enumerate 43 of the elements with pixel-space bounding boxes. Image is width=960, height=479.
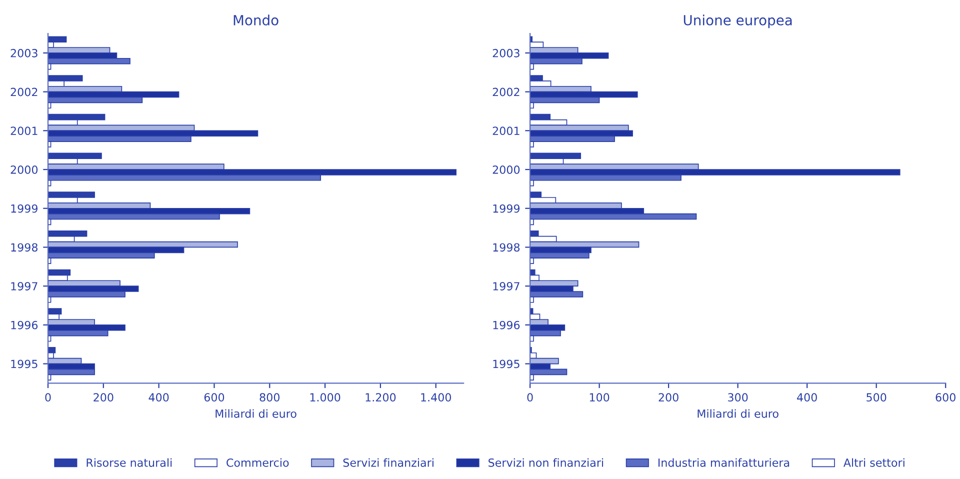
x-tick-label: 600 (936, 393, 956, 402)
y-tick-label: 1995 (493, 360, 520, 368)
legend-label: Commercio (226, 458, 289, 467)
y-tick-label: 2000 (10, 165, 38, 174)
x-tick-label: 200 (94, 393, 114, 402)
x-axis-title: Miliardi di euro (698, 409, 778, 418)
x-axis-title: Miliardi di euro (216, 409, 296, 418)
x-tick-label: 200 (658, 393, 678, 402)
x-tick-label: 400 (797, 393, 817, 402)
y-tick-label: 2002 (492, 88, 520, 96)
legend-label: Risorse naturali (86, 458, 172, 467)
y-tick-label: 2000 (492, 165, 520, 174)
legend-label: Servizi non finanziari (488, 458, 604, 467)
x-tick-label: 1.000 (310, 393, 340, 402)
y-tick-label: 1997 (11, 282, 38, 290)
x-tick-label: 300 (728, 393, 748, 402)
x-tick-label: 400 (148, 393, 169, 402)
y-tick-label: 1998 (11, 243, 38, 252)
x-tick-label: 0 (45, 393, 51, 402)
y-tick-label: 1997 (493, 282, 520, 290)
y-tick-label: 1998 (493, 243, 520, 252)
y-tick-label: 2001 (492, 126, 520, 136)
x-tick-label: 500 (866, 393, 886, 402)
x-tick-label: 600 (204, 393, 224, 402)
y-tick-label: 1995 (11, 360, 38, 368)
x-tick-label: 0 (527, 393, 533, 402)
y-tick-label: 1996 (493, 320, 520, 330)
legend-label: Servizi finanziari (343, 458, 434, 467)
x-tick-label: 100 (590, 393, 610, 402)
x-tick-label: 1.200 (366, 393, 396, 402)
legend-label: Industria manifatturiera (658, 458, 790, 467)
x-tick-label: 1.400 (421, 393, 452, 402)
y-tick-label: 1996 (11, 320, 38, 330)
y-tick-label: 2003 (492, 48, 520, 58)
y-tick-label: 1999 (493, 204, 520, 213)
y-tick-label: 1999 (11, 204, 38, 213)
chart-title: Mondo (234, 14, 278, 26)
y-tick-label: 2001 (10, 126, 38, 136)
chart-title: Unione europea (684, 14, 792, 28)
y-tick-label: 2003 (10, 48, 38, 58)
y-tick-label: 2002 (10, 88, 38, 96)
legend-label: Altri settori (843, 458, 904, 467)
x-tick-label: 800 (260, 393, 280, 402)
